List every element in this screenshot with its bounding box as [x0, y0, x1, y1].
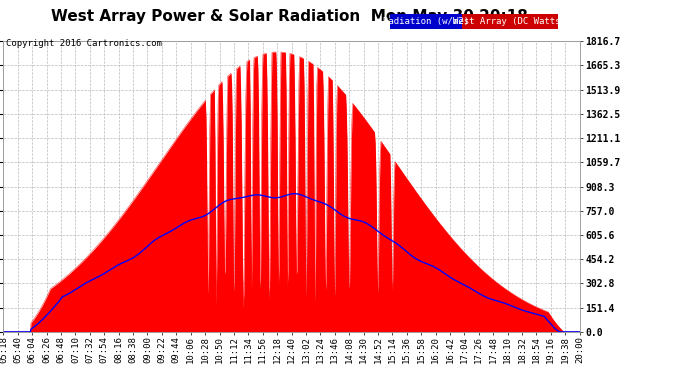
Text: West Array (DC Watts): West Array (DC Watts) — [453, 17, 566, 26]
Text: Radiation (w/m2): Radiation (w/m2) — [383, 17, 469, 26]
Text: Copyright 2016 Cartronics.com: Copyright 2016 Cartronics.com — [6, 39, 161, 48]
Text: West Array Power & Solar Radiation  Mon May 30 20:18: West Array Power & Solar Radiation Mon M… — [51, 9, 529, 24]
